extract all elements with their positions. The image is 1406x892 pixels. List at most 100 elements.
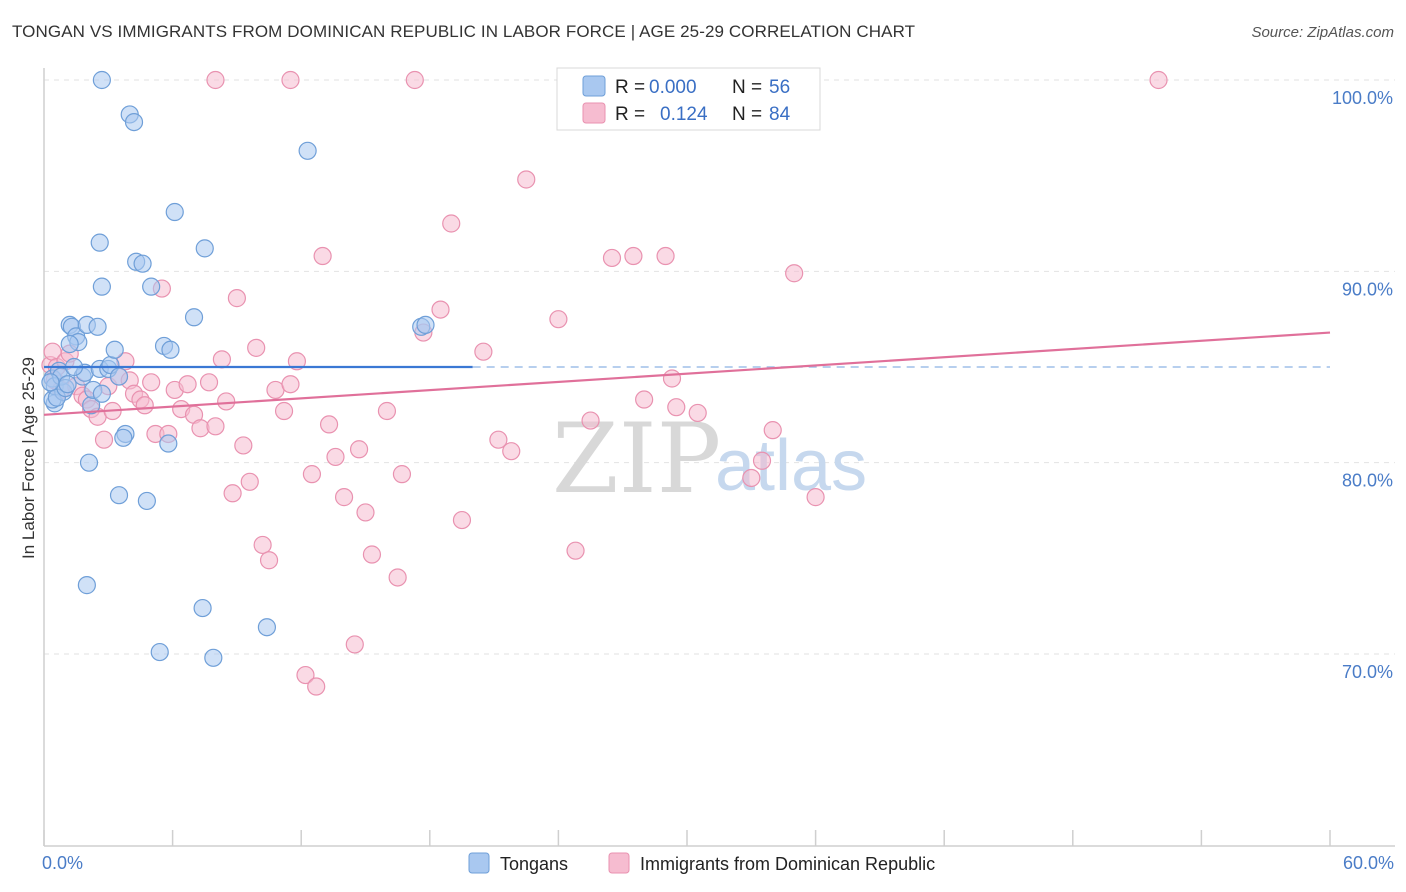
tongan-point-29 xyxy=(105,340,124,359)
tongan-point-48 xyxy=(257,618,277,637)
tongan-point-49 xyxy=(298,141,317,160)
dominican-point-34 xyxy=(223,484,242,503)
dominican-point-52 xyxy=(345,635,364,654)
dominican-point-49 xyxy=(319,415,339,434)
dominican-point-81 xyxy=(806,488,825,507)
tick-labels: 100.0% 90.0% 80.0% 70.0% 0.0% 60.0% xyxy=(42,88,1394,873)
dominican-point-85 xyxy=(405,70,424,90)
dominican-point-31 xyxy=(206,417,225,436)
dominican-point-21 xyxy=(142,373,161,392)
y-axis-label: In Labor Force | Age 25-29 xyxy=(19,357,38,559)
tongan-point-51 xyxy=(416,315,435,335)
dominican-point-80 xyxy=(785,264,804,283)
watermark-atlas: atlas xyxy=(715,426,867,506)
dominican-point-12 xyxy=(94,430,114,449)
dominican-point-42 xyxy=(274,401,294,421)
x-tick-label-0: 0.0% xyxy=(42,853,83,873)
legend-n-value-2: 84 xyxy=(769,104,791,125)
trend-layer xyxy=(43,331,1331,416)
dominican-point-68 xyxy=(566,541,585,560)
tongan-point-54 xyxy=(41,373,60,392)
dominican-point-43 xyxy=(281,375,300,394)
watermark-zip: ZIP xyxy=(552,403,721,515)
legend-r-value-2: 0.124 xyxy=(660,104,708,125)
legend-r-value-1: 0.000 xyxy=(649,77,697,98)
tongan-point-46 xyxy=(195,239,214,258)
points-layer xyxy=(41,70,1168,696)
tongan-point-36 xyxy=(133,254,152,273)
tongan-point-24 xyxy=(90,233,109,252)
dominican-point-64 xyxy=(489,430,508,449)
bottom-legend-swatch-tongans xyxy=(468,852,490,874)
y-tick-label-1: 90.0% xyxy=(1342,279,1393,299)
dominican-point-70 xyxy=(602,248,622,268)
tongan-point-21 xyxy=(92,384,111,403)
dominican-point-51 xyxy=(334,488,354,507)
tongan-point-45 xyxy=(193,598,212,618)
tongan-point-43 xyxy=(165,202,184,222)
bottom-legend-tongans: Tongans xyxy=(500,854,568,874)
tongan-point-39 xyxy=(150,642,169,662)
legend-n-value-1: 56 xyxy=(769,77,790,98)
legend-n-label-2: N = xyxy=(732,104,762,125)
dominican-point-32 xyxy=(212,350,231,369)
source-credit: Source: ZipAtlas.com xyxy=(1251,24,1394,41)
dominican-point-38 xyxy=(247,338,266,357)
dominican-point-72 xyxy=(635,390,654,409)
tongan-point-38 xyxy=(142,277,161,296)
dominican-point-20 xyxy=(135,396,154,415)
dominican-point-55 xyxy=(362,545,382,564)
dominican-point-67 xyxy=(549,310,568,329)
dominican-point-46 xyxy=(302,465,322,484)
tongan-point-13 xyxy=(60,334,79,354)
bottom-legend: Tongans Immigrants from Dominican Republ… xyxy=(468,852,935,874)
dominican-point-40 xyxy=(259,551,279,570)
dominican-point-66 xyxy=(517,170,536,189)
legend-r-label-1: R = xyxy=(615,77,645,98)
legend-swatch-dominican xyxy=(582,102,606,124)
dominican-point-33 xyxy=(217,392,236,411)
dominican-point-57 xyxy=(388,568,407,587)
tongan-point-32 xyxy=(114,428,133,447)
dominican-point-36 xyxy=(234,436,253,455)
dominican-point-79 xyxy=(763,421,782,440)
dominican-point-27 xyxy=(178,375,197,394)
dominican-point-35 xyxy=(227,289,246,308)
dominican-point-73 xyxy=(656,246,675,266)
y-tick-label-0: 100.0% xyxy=(1332,88,1393,108)
dominican-point-48 xyxy=(313,246,332,266)
dominican-point-37 xyxy=(240,472,259,491)
dominican-point-63 xyxy=(474,342,493,361)
tongan-point-19 xyxy=(88,317,107,336)
tongan-point-22 xyxy=(77,576,96,595)
chart-title: TONGAN VS IMMIGRANTS FROM DOMINICAN REPU… xyxy=(12,22,916,41)
tongan-point-26 xyxy=(92,70,111,90)
tongan-point-34 xyxy=(124,112,144,132)
dominican-point-62 xyxy=(452,510,472,530)
tongan-point-52 xyxy=(109,367,129,386)
dominican-point-53 xyxy=(349,440,369,459)
dominican-point-75 xyxy=(667,398,686,417)
dominican-point-74 xyxy=(662,369,682,388)
dominican-point-30 xyxy=(199,373,219,392)
x-tick-label-1: 60.0% xyxy=(1343,853,1394,873)
dominican-point-65 xyxy=(502,442,521,461)
dominican-point-60 xyxy=(431,300,450,319)
dominican-point-82 xyxy=(1149,70,1168,90)
dominican-point-78 xyxy=(752,451,772,470)
tongan-point-41 xyxy=(159,434,178,453)
legend-r-label-2: R = xyxy=(615,104,645,125)
tongan-point-25 xyxy=(92,277,111,296)
dominican-point-29 xyxy=(191,419,210,438)
tongan-point-30 xyxy=(109,486,129,505)
dominican-point-45 xyxy=(296,665,315,685)
bottom-legend-dominican: Immigrants from Dominican Republic xyxy=(640,854,935,874)
dominican-trend-line xyxy=(43,331,1331,416)
legend-n-label-1: N = xyxy=(732,77,762,98)
y-tick-label-3: 70.0% xyxy=(1342,662,1393,682)
tongan-point-55 xyxy=(58,375,77,394)
dominican-point-71 xyxy=(624,246,643,266)
y-tick-label-2: 80.0% xyxy=(1342,471,1393,491)
dominican-point-76 xyxy=(688,403,707,423)
dominican-point-84 xyxy=(281,70,300,90)
